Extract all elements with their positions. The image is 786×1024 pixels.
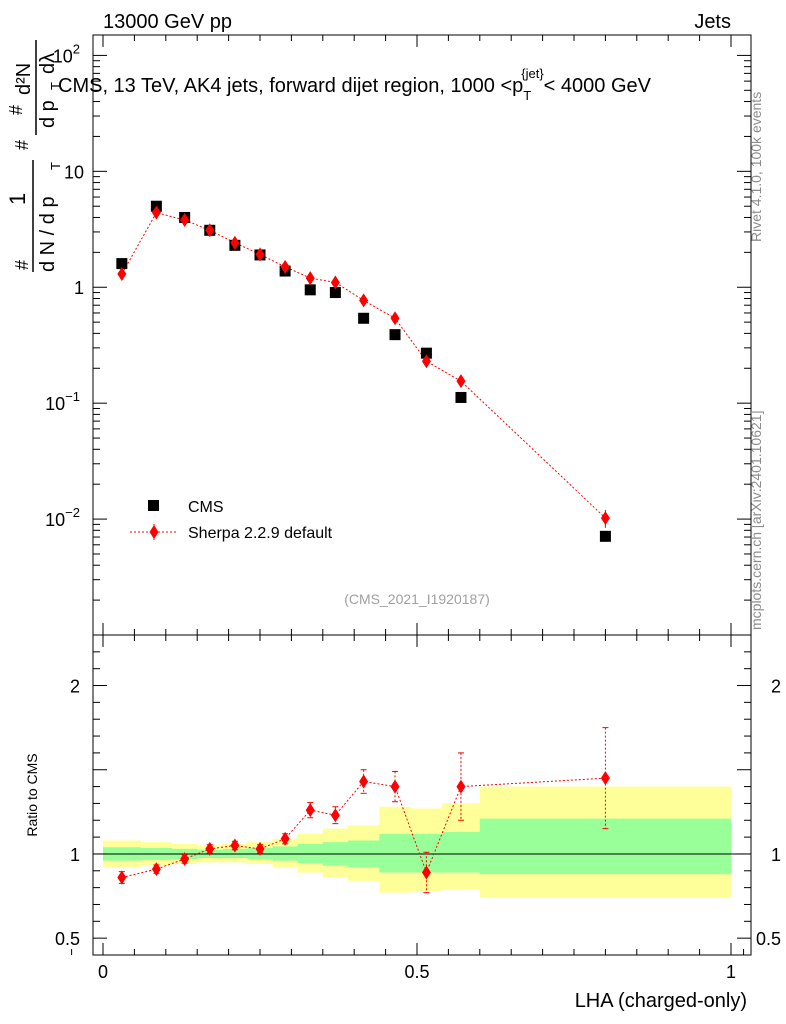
- ylabel-dp: d p: [37, 100, 59, 128]
- y-tick-label-ratio-right-0: 0.5: [756, 929, 781, 949]
- top-panel-plot: [116, 200, 611, 542]
- ratio-sherpa-point: [421, 865, 431, 880]
- cms-point: [304, 284, 316, 296]
- rivet-version-label: Rivet 4.1.0, 100k events: [748, 92, 764, 242]
- plot-title-tail: < 4000 GeV: [544, 75, 652, 97]
- ylabel-hash-2: #: [12, 140, 32, 150]
- ratio-sherpa-point: [180, 852, 190, 866]
- ratio-y-axis-label: Ratio to CMS: [24, 753, 40, 836]
- cms-point: [455, 391, 467, 403]
- y-axis-label-top: # 1 d N / d p T # # d²N d p T dλ: [5, 40, 63, 272]
- ratio-sherpa-point: [330, 808, 340, 823]
- y-tick-label-ratio-left-0: 0.5: [55, 929, 80, 949]
- legend-marker-cms: [148, 500, 159, 511]
- top-panel-frame: [92, 34, 752, 636]
- ylabel-one: 1: [5, 193, 30, 205]
- ratio-sherpa-point: [280, 831, 290, 846]
- y-tick-label-top-0: 102: [53, 41, 80, 66]
- plot-title-sub: T: [523, 88, 531, 103]
- ratio-sherpa-point: [230, 838, 240, 853]
- sherpa-point: [305, 271, 315, 286]
- sherpa-point: [151, 205, 161, 220]
- ylabel-hash-1: #: [12, 260, 32, 270]
- sherpa-line: [121, 212, 606, 519]
- cms-point: [420, 347, 432, 359]
- ratio-panel-plot: [117, 727, 610, 894]
- sherpa-point: [600, 511, 610, 526]
- x-axis-label: LHA (charged-only): [575, 990, 747, 1012]
- ratio-sherpa-line: [121, 777, 606, 879]
- sherpa-point: [230, 235, 240, 250]
- ylabel-T2: T: [48, 82, 63, 90]
- y-tick-label-top-2: 1: [74, 278, 84, 298]
- y-tick-label-ratio-right-1: 1: [771, 845, 781, 865]
- ylabel-dN: d N / d p: [37, 196, 59, 272]
- sherpa-point: [359, 293, 369, 308]
- ylabel-hash-3: #: [6, 105, 26, 115]
- ylabel-T1: T: [48, 162, 63, 170]
- ratio-sherpa-point: [600, 771, 610, 786]
- y-tick-label-ratio-left-1: 1: [70, 845, 80, 865]
- ratio-sherpa-point: [305, 803, 315, 818]
- ylabel-d2N: d²N: [13, 63, 35, 95]
- sherpa-point: [280, 259, 290, 274]
- header-left: 13000 GeV pp: [103, 11, 232, 33]
- sherpa-point: [180, 213, 190, 228]
- x-tick-label-2: 1: [726, 962, 736, 982]
- sherpa-point: [456, 374, 466, 389]
- sherpa-point: [117, 267, 127, 282]
- axes-ticks: 0 0.5 1 102 10 1 10−1 10−2 0.5 0.5 1 1 2 2: [45, 35, 781, 982]
- legend-label-cms: CMS: [188, 499, 224, 516]
- legend-label-sherpa: Sherpa 2.2.9 default: [188, 525, 333, 542]
- ratio-panel-frame: [92, 634, 752, 956]
- y-tick-label-top-4: 10−2: [45, 505, 80, 530]
- y-tick-label-top-3: 10−1: [45, 389, 80, 414]
- y-tick-label-ratio-left-2: 2: [70, 677, 80, 697]
- sherpa-point: [205, 223, 215, 238]
- x-tick-label-1: 0.5: [404, 962, 429, 982]
- header-right: Jets: [694, 11, 731, 33]
- mcplots-label: mcplots.cern.ch [arXiv:2401.10621]: [748, 411, 764, 630]
- analysis-reference: (CMS_2021_I1920187): [344, 591, 490, 607]
- ratio-sherpa-point: [359, 774, 369, 789]
- y-tick-label-ratio-right-2: 2: [771, 677, 781, 697]
- ylabel-dl: dλ: [37, 53, 59, 74]
- x-tick-label-0: 0: [98, 962, 108, 982]
- ratio-uncertainty-bands: [93, 786, 751, 898]
- plot-title-main: CMS, 13 TeV, AK4 jets, forward dijet reg…: [58, 75, 523, 97]
- y-tick-label-top-1: 10: [64, 162, 84, 182]
- cms-point: [329, 287, 341, 299]
- plot-title: CMS, 13 TeV, AK4 jets, forward dijet reg…: [58, 66, 652, 103]
- cms-point: [389, 329, 401, 341]
- ratio-sherpa-point: [255, 841, 265, 856]
- ratio-sherpa-point: [456, 779, 466, 794]
- cms-point: [599, 530, 611, 542]
- plot-title-sup: {jet}: [521, 66, 544, 81]
- ratio-sherpa-point: [390, 779, 400, 794]
- sherpa-point: [421, 354, 431, 369]
- legend: CMS Sherpa 2.2.9 default: [130, 499, 333, 542]
- legend-marker-sherpa: [149, 525, 159, 539]
- cms-point: [116, 258, 128, 270]
- ratio-sherpa-point: [205, 841, 215, 856]
- cms-point: [358, 312, 370, 324]
- ratio-sherpa-point: [117, 870, 127, 885]
- sherpa-point: [390, 311, 400, 326]
- sherpa-point: [330, 275, 340, 290]
- ratio-sherpa-point: [151, 862, 161, 877]
- sherpa-point: [255, 247, 265, 262]
